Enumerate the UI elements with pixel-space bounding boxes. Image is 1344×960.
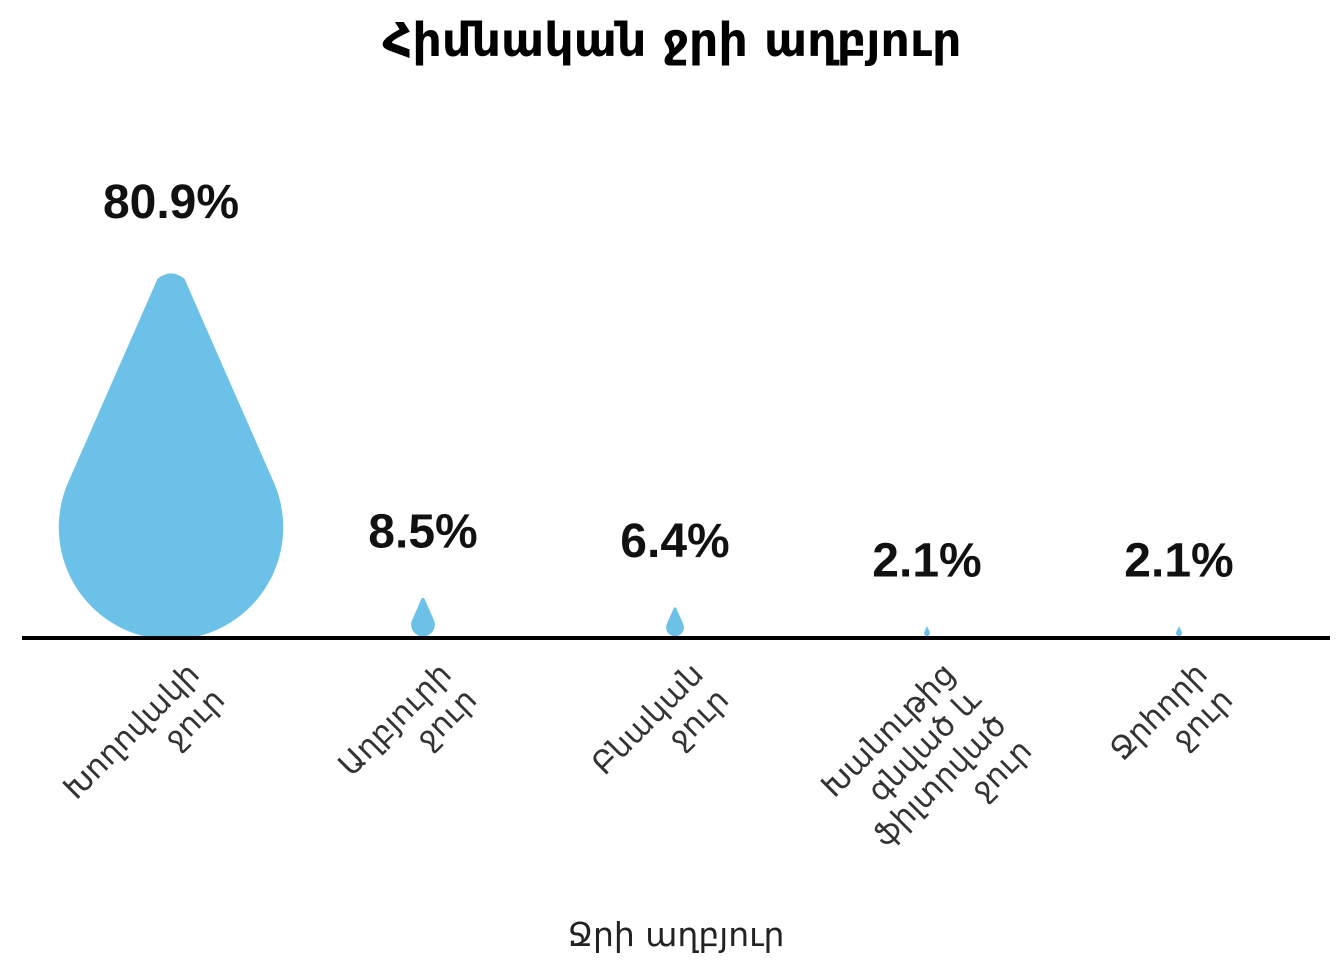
category-labels-layer: Խողովակիջուր Աղբյուրիջուր Բնականջուր Խանութ… <box>56 656 1240 881</box>
svg-text:Խանութիցգնված ևֆիլտրվածջուր: Խանութիցգնված ևֆիլտրվածջուր <box>814 656 1039 881</box>
value-label-3: 6.4% <box>620 515 729 568</box>
svg-text:Աղբյուրիջուր: Աղբյուրիջուր <box>331 656 484 809</box>
drop-mark-1 <box>58 273 284 640</box>
chart-title: Հիմնական ջրի աղբյուր <box>382 13 962 67</box>
category-label-2: Աղբյուրիջուր <box>331 656 484 809</box>
drop-mark-2 <box>411 597 435 637</box>
category-label-5: Ջրհորիջուր <box>1103 656 1240 793</box>
value-labels-layer: 80.9% 8.5% 6.4% 2.1% 2.1% <box>103 176 1234 587</box>
value-label-5: 2.1% <box>1124 534 1233 587</box>
drop-mark-5 <box>1176 626 1182 637</box>
value-label-4: 2.1% <box>872 534 981 587</box>
category-label-4: Խանութիցգնված ևֆիլտրվածջուր <box>814 656 1039 881</box>
svg-text:Բնականջուր: Բնականջուր <box>585 656 736 807</box>
category-label-1: Խողովակիջուր <box>56 656 232 832</box>
drop-mark-3 <box>666 607 684 637</box>
value-label-1: 80.9% <box>103 176 239 229</box>
value-label-2: 8.5% <box>368 505 477 558</box>
drops-layer <box>58 273 1182 640</box>
svg-text:Ջրհորիջուր: Ջրհորիջուր <box>1103 656 1240 793</box>
drop-mark-4 <box>924 626 930 637</box>
x-axis-title: Ջրի աղբյուր <box>568 915 785 954</box>
svg-text:Խողովակիջուր: Խողովակիջուր <box>56 656 232 832</box>
category-label-3: Բնականջուր <box>585 656 736 807</box>
